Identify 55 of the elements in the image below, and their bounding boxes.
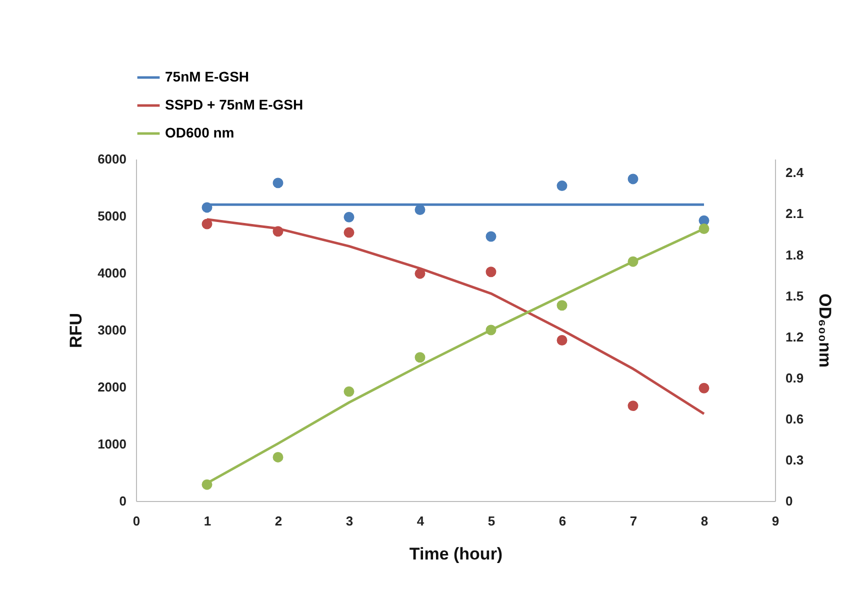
point <box>272 452 284 462</box>
x-tick-label: 8 <box>700 514 708 528</box>
y2-tick-label: 0.9 <box>786 370 804 386</box>
y2-tick-label: 0.6 <box>786 411 804 426</box>
y-tick-label: 4000 <box>98 266 126 280</box>
point <box>556 335 568 346</box>
y2-tick-label: 2.1 <box>786 206 804 222</box>
point <box>202 202 212 213</box>
point <box>628 400 638 412</box>
x-tick-label: 6 <box>558 514 566 528</box>
x-tick-label: 9 <box>772 514 780 528</box>
point <box>698 224 710 234</box>
point <box>344 212 354 222</box>
point <box>486 231 496 242</box>
y2-tick-label: 1.2 <box>786 329 804 344</box>
y-axis-title: RFU <box>66 313 86 348</box>
point <box>272 178 284 188</box>
y2-tick-label: 2.4 <box>786 165 804 180</box>
point <box>556 180 568 192</box>
point <box>698 382 710 394</box>
point <box>414 268 426 279</box>
point <box>344 227 354 238</box>
x-tick-label: 0 <box>132 514 140 528</box>
x-tick-label: 5 <box>488 514 496 528</box>
point <box>202 218 212 230</box>
x-tick-label: 2 <box>274 514 282 528</box>
point <box>414 204 426 215</box>
y2-tick-label: 0 <box>786 494 793 508</box>
y2-tick-label: 1.5 <box>786 288 804 304</box>
point <box>202 479 212 490</box>
point <box>628 174 638 184</box>
y-tick-label: 3000 <box>98 322 126 338</box>
x-tick-label: 7 <box>630 514 638 528</box>
x-axis-title: Time (hour) <box>409 544 503 564</box>
x-tick-label: 1 <box>204 514 212 528</box>
legend-label: SSPD + 75nM E-GSH <box>165 96 304 112</box>
point <box>272 226 284 237</box>
y-tick-label: 1000 <box>98 436 126 452</box>
y-tick-label: 0 <box>119 494 126 508</box>
y2-tick-label: 1.8 <box>786 247 804 262</box>
y2-axis-title: OD₆₀₀nm <box>816 293 835 368</box>
y2-tick-label: 0.3 <box>786 452 804 468</box>
point <box>486 324 496 336</box>
legend-label: OD600 nm <box>165 124 234 140</box>
point <box>486 266 496 278</box>
point <box>344 386 354 397</box>
point <box>556 300 568 311</box>
point <box>628 256 638 267</box>
x-tick-label: 3 <box>346 514 354 528</box>
y-tick-label: 5000 <box>98 208 126 224</box>
point <box>414 352 426 363</box>
x-tick-label: 4 <box>416 514 425 528</box>
y-tick-label: 6000 <box>98 152 126 166</box>
y-tick-label: 2000 <box>98 380 126 394</box>
legend-label: 75nM E-GSH <box>165 68 250 84</box>
